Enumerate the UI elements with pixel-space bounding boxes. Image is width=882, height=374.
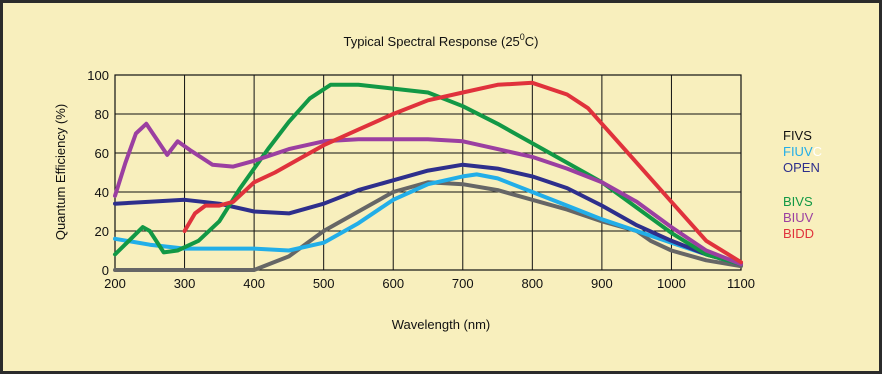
x-tick-label: 500 (313, 276, 335, 291)
x-axis-label: Wavelength (nm) (392, 317, 491, 332)
legend-entry: FIUVC (783, 144, 822, 159)
y-tick-label: 0 (102, 263, 109, 278)
series-line-bidd (182, 80, 743, 265)
x-tick-label: 1100 (727, 276, 755, 291)
y-tick-label: 20 (95, 224, 109, 239)
series-line-biuv (113, 121, 743, 267)
x-tick-label: 200 (104, 276, 126, 291)
legend-entry-part: FIUV (783, 144, 813, 159)
y-axis-label: Quantum Efficiency (%) (53, 104, 68, 240)
x-tick-label: 800 (521, 276, 543, 291)
y-tick-label: 60 (95, 146, 109, 161)
legend-entry: BIUV (783, 210, 814, 225)
chart-series (113, 80, 743, 272)
title-superscript: 0 (520, 32, 525, 42)
y-tick-label: 80 (95, 107, 109, 122)
legend-entry-part: C (813, 144, 822, 159)
x-tick-label: 700 (452, 276, 474, 291)
title-main: Typical Spectral Response (25 (343, 34, 519, 49)
legend-entry: FIVS (783, 128, 812, 143)
x-tick-label: 900 (591, 276, 613, 291)
x-tick-label: 600 (382, 276, 404, 291)
x-tick-label: 400 (243, 276, 265, 291)
series-line-fiuvc (113, 172, 743, 267)
y-axis-ticks: 0 20 40 60 80 100 (87, 68, 109, 278)
chart-title: Typical Spectral Response (250C) (343, 32, 538, 49)
legend-entry: BIDD (783, 226, 814, 241)
series-line-fivs (113, 180, 743, 272)
y-tick-label: 40 (95, 185, 109, 200)
x-tick-label: 300 (174, 276, 196, 291)
title-end: C) (525, 34, 539, 49)
x-tick-label: 1000 (657, 276, 686, 291)
y-tick-label: 100 (87, 68, 109, 83)
legend-entry: OPEN (783, 160, 820, 175)
x-axis-ticks: 200 300 400 500 600 700 800 900 1000 1100 (104, 276, 755, 291)
legend-entry: BIVS (783, 194, 813, 209)
